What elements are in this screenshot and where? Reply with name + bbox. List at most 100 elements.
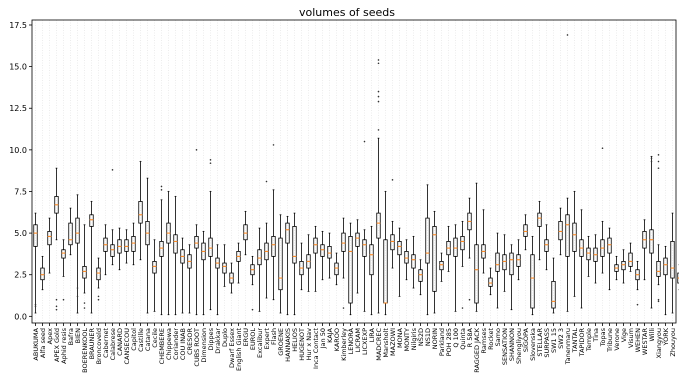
outlier-point xyxy=(111,169,114,171)
y-tick-label: 0.0 xyxy=(14,312,27,321)
box-iqr xyxy=(341,232,346,252)
x-tick-label: Aphid resis xyxy=(60,327,68,363)
box-iqr xyxy=(348,236,353,304)
box-iqr xyxy=(243,224,248,241)
x-tick-label: WEHEN xyxy=(634,328,642,353)
x-tick-label: Q 100 xyxy=(452,328,460,348)
outlier-point xyxy=(97,298,100,301)
x-tick-label: Chippewa xyxy=(165,328,173,360)
x-tick-label: Cabernet xyxy=(102,328,110,358)
grid-lines xyxy=(35,20,673,323)
outlier-point xyxy=(342,307,345,309)
box-iqr xyxy=(537,212,542,227)
outlier-point xyxy=(657,160,660,163)
outlier-point xyxy=(566,34,569,36)
x-tick-label: LICRAM xyxy=(354,328,362,352)
outlier-point xyxy=(468,298,471,301)
x-tick-label: LICXEXP xyxy=(361,328,369,355)
box-41 xyxy=(313,226,318,292)
x-tick-label: Tribune xyxy=(606,328,614,353)
box-iqr xyxy=(418,269,423,282)
outlier-point xyxy=(657,300,660,303)
box-32 xyxy=(250,256,255,311)
box-iqr xyxy=(558,221,563,241)
outlier-point xyxy=(62,298,65,301)
box-iqr xyxy=(313,237,318,254)
box-47 xyxy=(355,219,360,294)
x-tick-label: SW2 3 xyxy=(557,328,565,349)
box-14 xyxy=(124,229,129,264)
box-67 xyxy=(495,232,500,309)
box-16 xyxy=(138,161,143,261)
x-tick-label: Flash xyxy=(270,328,278,345)
box-20 xyxy=(166,191,171,316)
x-tick-label: SW1 15 xyxy=(550,328,558,353)
box-84 xyxy=(614,256,619,281)
box-iqr xyxy=(453,237,458,257)
box-iqr xyxy=(390,234,395,251)
x-tick-label: STELLAR xyxy=(536,328,544,357)
x-tick-label: Coriander xyxy=(172,328,180,360)
box-68 xyxy=(502,234,507,292)
box-10 xyxy=(96,257,101,301)
box-iqr xyxy=(68,222,73,246)
box-55 xyxy=(411,236,416,289)
box-66 xyxy=(488,267,493,296)
y-tick-label: 15.0 xyxy=(9,63,27,72)
x-tick-label: Hur x Nav xyxy=(305,328,313,361)
box-85 xyxy=(621,249,626,284)
x-tick-label: Xiangyou xyxy=(655,328,663,358)
x-tick-label: CANSECOU xyxy=(123,328,131,365)
box-77 xyxy=(565,34,570,312)
x-tick-label: Duplo xyxy=(221,328,229,347)
x-tick-label: Quinta xyxy=(459,328,467,350)
x-tick-label: Jan 50 xyxy=(319,328,327,349)
outlier-point xyxy=(83,302,86,304)
x-tick-label: Tina xyxy=(592,328,600,343)
box-61 xyxy=(453,224,458,312)
x-tick-label: SIGOPA xyxy=(522,327,530,352)
box-24 xyxy=(194,149,199,316)
box-89 xyxy=(649,156,654,309)
box-72 xyxy=(530,236,535,316)
outlier-point xyxy=(657,154,660,156)
outlier-point xyxy=(377,95,380,98)
box-75 xyxy=(551,257,556,314)
x-tick-label: Temple xyxy=(585,328,593,352)
plot-frame xyxy=(31,19,677,324)
box-69 xyxy=(509,244,514,311)
x-tick-label: Parkland xyxy=(438,328,446,356)
box-iqr xyxy=(82,265,87,279)
x-tick-label: POH 285 xyxy=(445,328,453,356)
y-tick-label: 2.5 xyxy=(14,271,27,280)
box-81 xyxy=(593,234,598,284)
box-iqr xyxy=(320,244,325,257)
box-iqr xyxy=(621,261,626,271)
x-tick-label: ABUKUMA xyxy=(32,327,40,360)
outlier-point xyxy=(657,167,660,169)
x-tick-label: GROENE xyxy=(277,328,285,356)
outlier-point xyxy=(76,295,79,298)
box-88 xyxy=(642,219,647,281)
box-iqr xyxy=(544,239,549,252)
box-25 xyxy=(201,231,206,316)
box-79 xyxy=(579,209,584,309)
outlier-point xyxy=(160,189,163,191)
box-iqr xyxy=(474,244,479,304)
box-iqr xyxy=(222,262,227,274)
outlier-point xyxy=(377,100,380,103)
x-tick-label: Willi xyxy=(648,328,656,342)
x-tick-label: Zhouyou xyxy=(669,328,677,357)
x-tick-label: HUGENOT xyxy=(298,328,306,361)
outlier-point xyxy=(377,129,380,131)
box-15 xyxy=(131,222,136,266)
outlier-point xyxy=(650,160,653,163)
box-43 xyxy=(327,232,332,279)
outlier-point xyxy=(209,162,212,164)
x-tick-label: SHANNON xyxy=(508,328,516,361)
box-iqr xyxy=(257,249,262,266)
box-17 xyxy=(145,177,150,314)
x-tick-label: CRESOR xyxy=(186,328,194,355)
box-13 xyxy=(117,227,122,271)
box-36 xyxy=(278,214,283,314)
